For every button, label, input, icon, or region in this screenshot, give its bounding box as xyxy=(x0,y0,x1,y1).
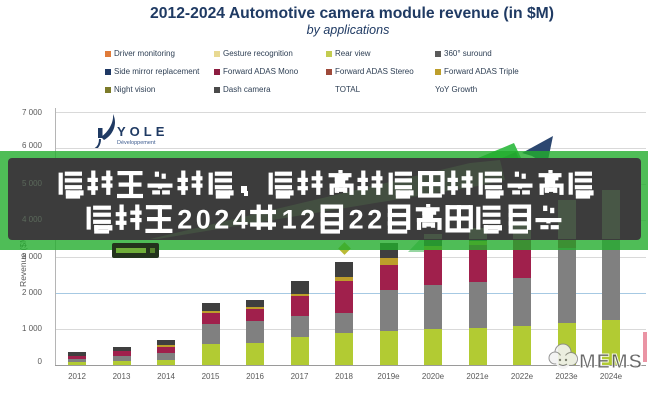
svg-text:2: 2 xyxy=(300,205,315,235)
svg-text:Développement: Développement xyxy=(117,140,156,146)
svg-text:MEMS: MEMS xyxy=(579,351,643,373)
svg-text:0: 0 xyxy=(196,205,211,235)
svg-text:4: 4 xyxy=(233,205,248,235)
svg-text:2: 2 xyxy=(349,205,364,235)
svg-text:2: 2 xyxy=(214,205,229,235)
svg-text:2: 2 xyxy=(177,205,192,235)
svg-text:YOLE: YOLE xyxy=(117,124,168,139)
svg-text:2: 2 xyxy=(367,205,382,235)
svg-text:1: 1 xyxy=(282,205,297,235)
